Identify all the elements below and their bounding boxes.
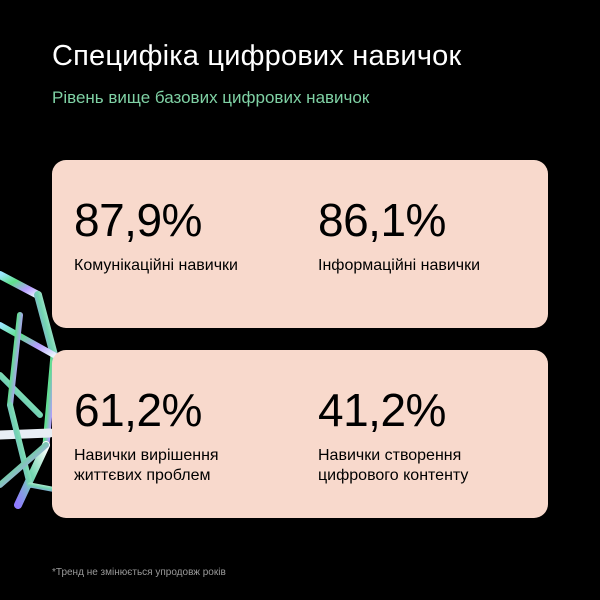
stat-communication: 87,9% Комунікаційні навички bbox=[74, 196, 284, 276]
stats-card-top: 87,9% Комунікаційні навички 86,1% Інформ… bbox=[52, 160, 548, 328]
page-subtitle: Рівень вище базових цифрових навичок bbox=[52, 88, 370, 107]
stat-label: Навички створення цифрового контенту bbox=[318, 447, 469, 484]
stat-problem-solving: 61,2% Навички вирішення життєвих проблем bbox=[74, 386, 284, 486]
stat-value: 61,2% bbox=[74, 384, 202, 436]
stat-value: 86,1% bbox=[318, 194, 446, 246]
stat-information: 86,1% Інформаційні навички bbox=[318, 196, 528, 276]
stats-card-bottom: 61,2% Навички вирішення життєвих проблем… bbox=[52, 350, 548, 518]
stat-value: 41,2% bbox=[318, 384, 446, 436]
stat-label: Комунікаційні навички bbox=[74, 257, 238, 274]
stat-value: 87,9% bbox=[74, 194, 202, 246]
stat-label: Навички вирішення життєвих проблем bbox=[74, 447, 219, 484]
stat-content-creation: 41,2% Навички створення цифрового контен… bbox=[318, 386, 528, 486]
footnote: *Тренд не змінюється упродовж років bbox=[52, 567, 226, 578]
stat-label: Інформаційні навички bbox=[318, 257, 481, 274]
page-title: Специфіка цифрових навичок bbox=[52, 40, 462, 72]
